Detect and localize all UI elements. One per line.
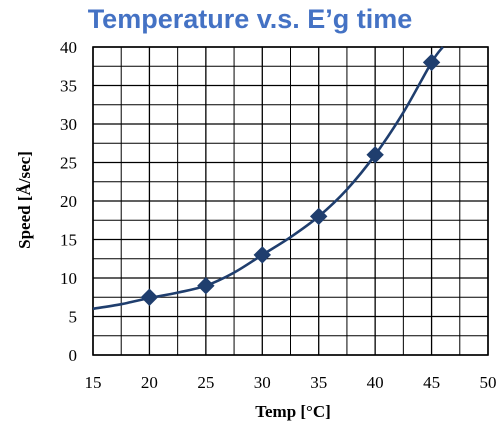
axis-layer: 15 20 25 30 35 40 45 50 0 5 10 15 20 25 30 35 40 (60, 38, 497, 392)
data-point-marker (422, 53, 441, 72)
x-tick-label: 35 (310, 373, 327, 392)
y-tick-label: 10 (60, 269, 77, 288)
y-tick-label: 5 (69, 308, 78, 327)
y-tick-label: 0 (69, 346, 78, 365)
y-tick-label: 15 (60, 231, 77, 250)
data-point-marker (310, 207, 328, 226)
y-tick-label: 40 (60, 38, 77, 57)
y-tick-label: 30 (60, 115, 77, 134)
x-tick-label: 15 (85, 373, 102, 392)
x-tick-label: 40 (367, 373, 384, 392)
x-tick-label: 45 (423, 373, 440, 392)
marker-layer (140, 53, 441, 306)
series-line (92, 46, 444, 311)
curve-layer (92, 46, 444, 311)
x-axis-label: Temp [°C] (255, 402, 331, 421)
data-point-marker (140, 288, 159, 306)
data-point-marker (253, 246, 271, 264)
data-point-marker (366, 146, 384, 164)
x-tick-label: 25 (197, 373, 214, 392)
plot-frame (92, 46, 489, 356)
chart-title: Temperature v.s. E’g time (87, 4, 413, 34)
x-tick-label: 20 (141, 373, 158, 392)
y-axis-label: Speed [Å/sec] (15, 151, 34, 249)
grid-layer (92, 46, 489, 356)
x-tick-label: 30 (254, 373, 271, 392)
x-tick-label: 50 (480, 373, 497, 392)
y-tick-label: 20 (60, 192, 77, 211)
y-tick-label: 35 (60, 77, 77, 96)
data-point-marker (197, 276, 215, 295)
y-tick-label: 25 (60, 154, 77, 173)
